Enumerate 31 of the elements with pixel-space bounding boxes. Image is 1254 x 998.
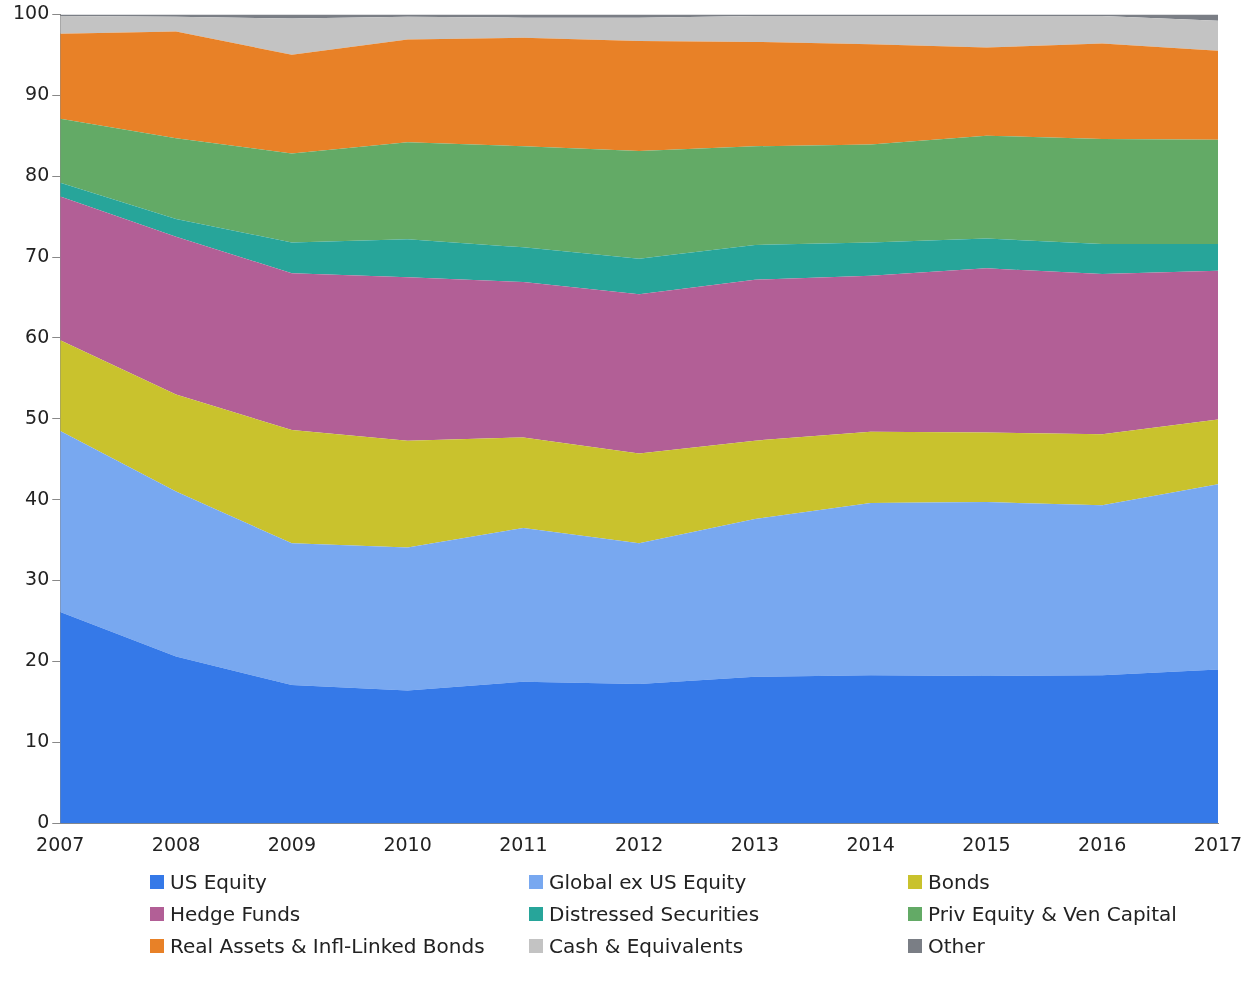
x-tick-label: 2008 [151, 832, 201, 855]
y-tick-label: 20 [25, 648, 50, 671]
x-tick-label: 2010 [383, 832, 432, 855]
legend-label: Other [928, 934, 985, 958]
y-tick-label: 50 [25, 405, 50, 428]
x-tick-label: 2009 [267, 832, 316, 855]
y-tick-label: 90 [25, 82, 50, 105]
x-tick-label: 2007 [36, 832, 85, 855]
legend-label: Global ex US Equity [549, 870, 747, 894]
legend-label: Cash & Equivalents [549, 934, 744, 958]
x-tick-label: 2017 [1193, 832, 1243, 855]
legend-label: Priv Equity & Ven Capital [928, 902, 1177, 926]
y-tick-label: 40 [25, 486, 50, 509]
x-tick-label: 2013 [730, 832, 780, 855]
y-tick-label: 30 [25, 567, 50, 590]
y-tick-label: 80 [25, 163, 50, 186]
y-tick-label: 10 [25, 729, 50, 752]
legend-label: Distressed Securities [549, 902, 760, 926]
x-tick-label: 2012 [614, 832, 664, 855]
y-tick-label: 0 [37, 810, 50, 833]
y-tick-label: 60 [25, 324, 50, 347]
x-tick-label: 2011 [499, 832, 548, 855]
legend-label: Real Assets & Infl-Linked Bonds [170, 934, 485, 958]
legend-label: Bonds [928, 870, 990, 894]
x-tick-label: 2016 [1078, 832, 1127, 855]
x-tick-label: 2014 [846, 832, 895, 855]
y-tick-label: 100 [13, 1, 50, 24]
legend-label: US Equity [170, 870, 267, 894]
y-tick-label: 70 [25, 243, 50, 266]
legend-label: Hedge Funds [170, 902, 301, 926]
x-tick-label: 2015 [962, 832, 1011, 855]
